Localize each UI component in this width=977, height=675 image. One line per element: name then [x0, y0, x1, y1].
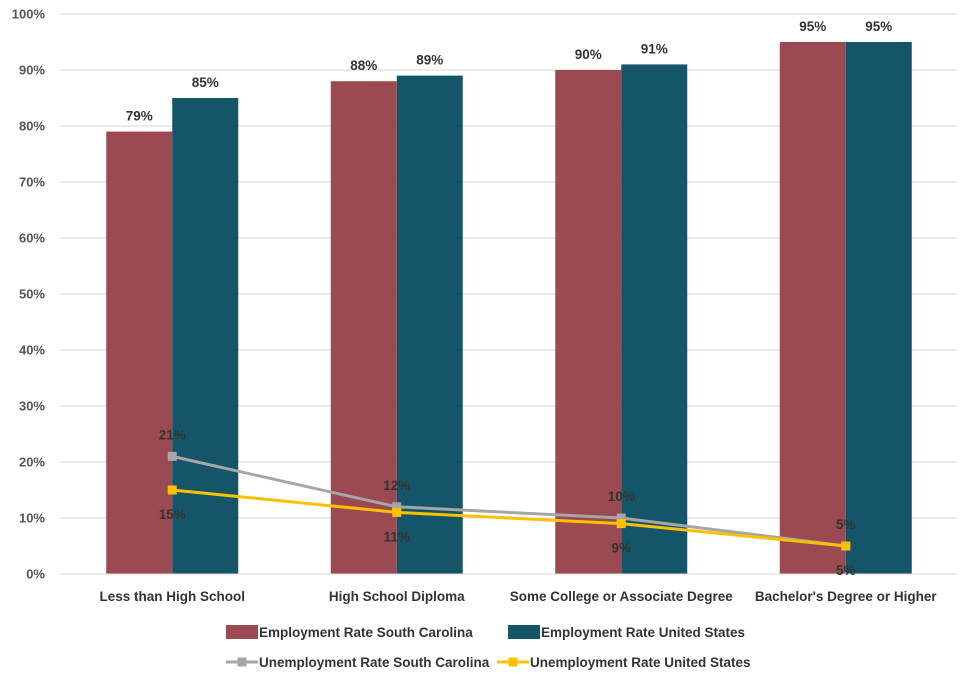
line-marker: [392, 507, 402, 517]
legend-swatch-marker: [237, 657, 247, 667]
line-marker: [616, 513, 626, 523]
y-tick-label: 0%: [26, 567, 45, 582]
y-tick-label: 50%: [19, 287, 45, 302]
line-marker: [167, 485, 177, 495]
line-data-label: 10%: [608, 489, 635, 504]
line-data-label: 9%: [611, 541, 631, 556]
bar: [621, 64, 688, 575]
line-data-label: 15%: [159, 507, 186, 522]
x-category-label: High School Diploma: [329, 589, 465, 604]
line-data-label: 21%: [159, 427, 186, 442]
line-marker: [616, 519, 626, 529]
legend-swatch-marker: [508, 657, 518, 667]
y-tick-label: 90%: [19, 63, 45, 78]
line-series: [172, 488, 846, 548]
data-labels: 79% 88% 90% 95% 85% 89% 91% 95% 21% 12% 10% 5% 15% 11…: [126, 19, 893, 578]
line-data-label: 5%: [836, 517, 856, 532]
y-tick-label: 40%: [19, 343, 45, 358]
lines: [167, 451, 851, 551]
y-tick-label: 70%: [19, 175, 45, 190]
bar-data-label: 91%: [641, 41, 668, 56]
y-tick-label: 20%: [19, 455, 45, 470]
line-series: [171, 454, 846, 548]
bar-data-label: 95%: [865, 19, 892, 34]
line-marker: [167, 451, 177, 461]
line-marker: [841, 541, 851, 551]
bar: [845, 42, 912, 574]
bar: [555, 70, 622, 574]
bar: [106, 131, 173, 574]
bar-data-label: 95%: [799, 19, 826, 34]
bar-data-label: 85%: [192, 75, 219, 90]
legend-label: Employment Rate South Carolina: [259, 625, 473, 640]
x-axis: Less than High School High School Diploma…: [60, 573, 958, 604]
x-category-label: Bachelor's Degree or Higher: [755, 589, 938, 604]
y-tick-label: 60%: [19, 231, 45, 246]
line-marker: [392, 502, 402, 512]
legend-swatch: [508, 625, 540, 639]
x-category-label: Less than High School: [99, 589, 245, 604]
y-axis: 0% 10% 20% 30% 40% 50% 60% 70% 80% 90% 100%: [12, 7, 46, 582]
bar-data-label: 89%: [416, 53, 443, 68]
legend-label: Unemployment Rate United States: [530, 655, 751, 670]
y-tick-label: 30%: [19, 399, 45, 414]
bar-data-label: 90%: [575, 47, 602, 62]
y-tick-label: 100%: [12, 7, 46, 22]
bar: [172, 98, 239, 574]
line-data-label: 5%: [836, 563, 856, 578]
y-tick-label: 80%: [19, 119, 45, 134]
bars: [106, 42, 912, 575]
bar: [330, 81, 397, 574]
bar-data-label: 79%: [126, 109, 153, 124]
legend: Employment Rate South Carolina Employment…: [226, 625, 751, 670]
bar-data-label: 88%: [350, 58, 377, 73]
legend-label: Unemployment Rate South Carolina: [259, 655, 490, 670]
line-data-label: 11%: [384, 529, 410, 544]
legend-swatch: [226, 625, 258, 639]
bar: [779, 42, 846, 574]
legend-label: Employment Rate United States: [541, 625, 745, 640]
y-tick-label: 10%: [19, 511, 45, 526]
bar: [396, 75, 463, 574]
line-data-label: 12%: [383, 478, 410, 493]
x-category-label: Some College or Associate Degree: [510, 589, 734, 604]
